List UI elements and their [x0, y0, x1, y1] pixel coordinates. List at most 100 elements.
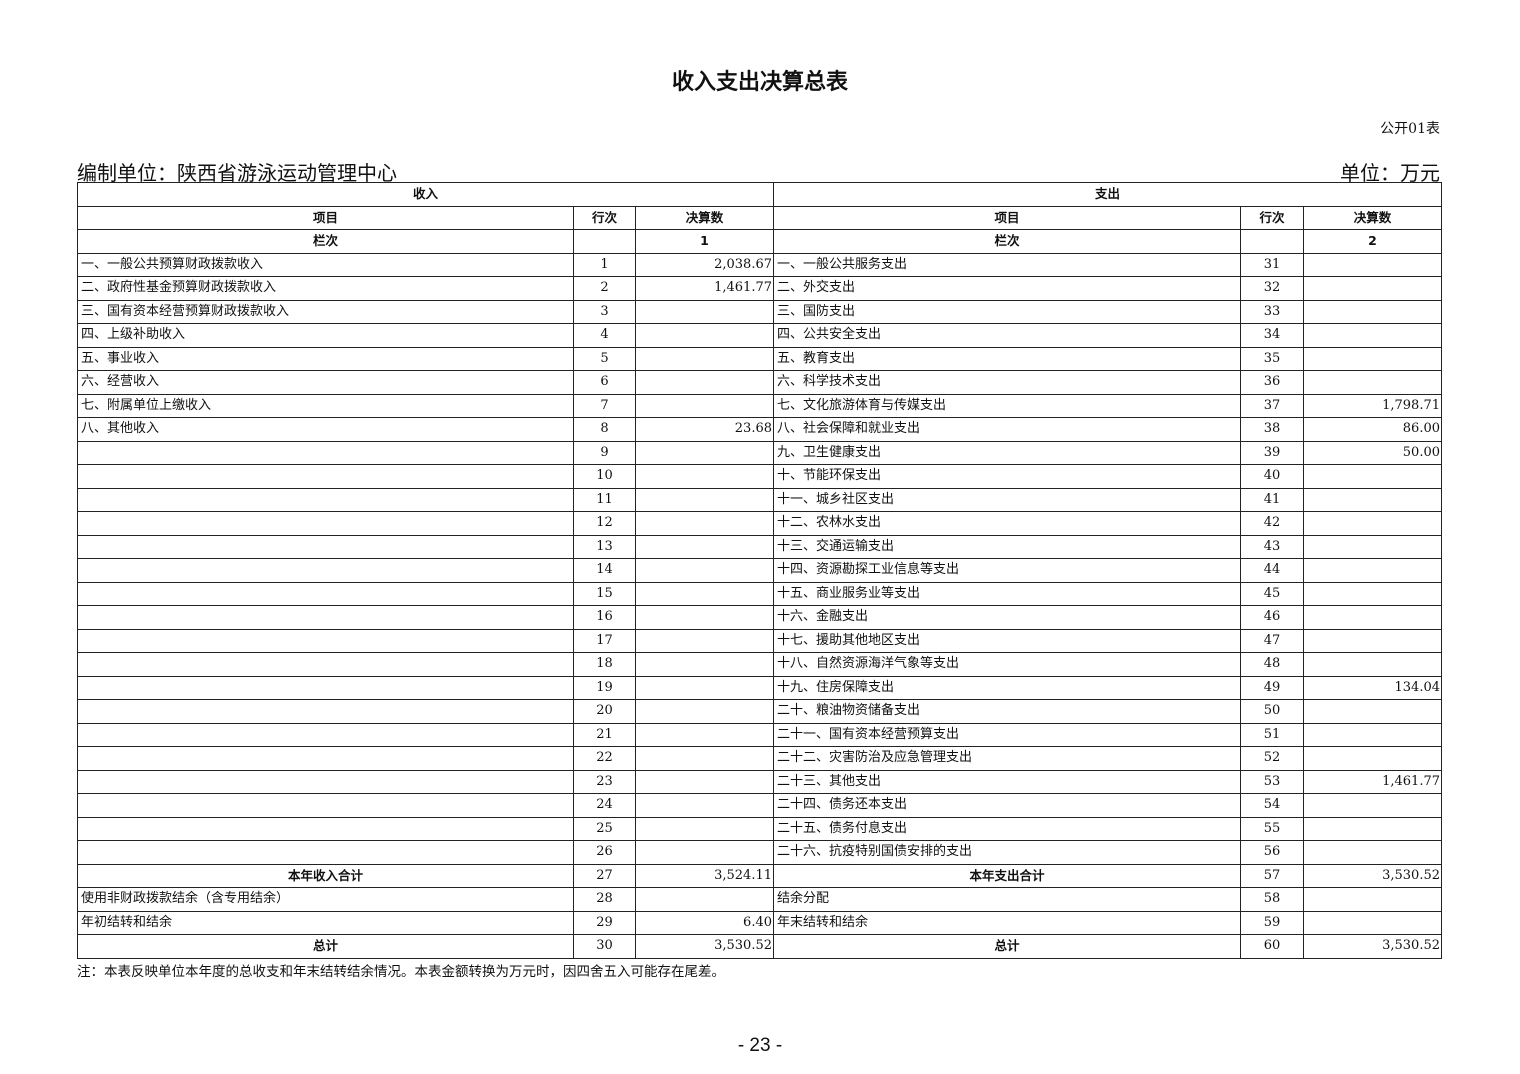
empty-cell [1240, 229, 1304, 254]
income-row-number: 12 [573, 511, 636, 536]
expense-row-number: 36 [1240, 370, 1304, 395]
income-item [77, 746, 574, 771]
expense-amount [1303, 628, 1442, 653]
expense-row-number: 40 [1240, 464, 1304, 489]
table-row: 22 二十二、灾害防治及应急管理支出 52 [77, 746, 1442, 771]
income-amount: 23.68 [635, 417, 774, 442]
income-row-number: 13 [573, 534, 636, 559]
expense-item: 十六、金融支出 [773, 605, 1241, 630]
income-row-number: 29 [573, 910, 636, 935]
income-item [77, 628, 574, 653]
income-row-number: 30 [573, 934, 636, 959]
income-amount: 3,530.52 [635, 934, 774, 959]
expense-item: 十五、商业服务业等支出 [773, 581, 1241, 606]
table-row: 10 十、节能环保支出 40 [77, 464, 1442, 489]
expense-item: 十三、交通运输支出 [773, 534, 1241, 559]
income-row-number: 27 [573, 863, 636, 888]
income-item [77, 840, 574, 865]
income-amount [635, 746, 774, 771]
footnote: 注：本表反映单位本年度的总收支和年末结转结余情况。本表金额转换为万元时，因四舍五… [77, 964, 725, 980]
income-row-number: 19 [573, 675, 636, 700]
income-row-number: 4 [573, 323, 636, 348]
income-amount [635, 558, 774, 583]
income-row-number: 11 [573, 487, 636, 512]
expense-row-number: 38 [1240, 417, 1304, 442]
income-item: 年初结转和结余 [77, 910, 574, 935]
income-item [77, 511, 574, 536]
income-amount [635, 299, 774, 324]
table-row: 11 十一、城乡社区支出 41 [77, 487, 1442, 512]
expense-amount [1303, 746, 1442, 771]
income-amount [635, 511, 774, 536]
expense-row-number: 37 [1240, 393, 1304, 418]
income-row-number: 2 [573, 276, 636, 301]
income-amount [635, 699, 774, 724]
table-row: 使用非财政拨款结余（含专用结余） 28 结余分配 58 [77, 887, 1442, 912]
income-amount: 3,524.11 [635, 863, 774, 888]
income-amount: 6.40 [635, 910, 774, 935]
expense-amount-header: 决算数 [1303, 205, 1442, 230]
table-code: 公开01表 [1380, 121, 1440, 137]
income-row-number: 17 [573, 628, 636, 653]
income-item [77, 581, 574, 606]
income-item: 总计 [77, 934, 574, 959]
expense-amount: 86.00 [1303, 417, 1442, 442]
income-item: 四、上级补助收入 [77, 323, 574, 348]
income-amount [635, 440, 774, 465]
income-item: 使用非财政拨款结余（含专用结余） [77, 887, 574, 912]
income-item [77, 793, 574, 818]
income-amount [635, 323, 774, 348]
income-item [77, 675, 574, 700]
page-number: - 23 - [737, 1035, 783, 1056]
expense-amount [1303, 558, 1442, 583]
income-amount [635, 816, 774, 841]
income-amount [635, 393, 774, 418]
table-row: 13 十三、交通运输支出 43 [77, 534, 1442, 559]
expense-item: 十一、城乡社区支出 [773, 487, 1241, 512]
income-amount [635, 581, 774, 606]
expense-item: 二十四、债务还本支出 [773, 793, 1241, 818]
income-column-number: 1 [635, 229, 774, 254]
expense-column-label: 栏次 [773, 229, 1241, 254]
expense-row-number: 48 [1240, 652, 1304, 677]
expense-row-number: 45 [1240, 581, 1304, 606]
income-item: 八、其他收入 [77, 417, 574, 442]
expense-amount [1303, 487, 1442, 512]
expense-item: 三、国防支出 [773, 299, 1241, 324]
table-row: 9 九、卫生健康支出 39 50.00 [77, 440, 1442, 465]
expense-item: 四、公共安全支出 [773, 323, 1241, 348]
expense-amount [1303, 652, 1442, 677]
expense-item: 十四、资源勘探工业信息等支出 [773, 558, 1241, 583]
income-item: 二、政府性基金预算财政拨款收入 [77, 276, 574, 301]
table-row: 15 十五、商业服务业等支出 45 [77, 581, 1442, 606]
table-row: 二、政府性基金预算财政拨款收入 2 1,461.77 二、外交支出 32 [77, 276, 1442, 301]
expense-item-header: 项目 [773, 205, 1241, 230]
income-item [77, 487, 574, 512]
table-row: 21 二十一、国有资本经营预算支出 51 [77, 722, 1442, 747]
income-row-number: 26 [573, 840, 636, 865]
expense-rowno-header: 行次 [1240, 205, 1304, 230]
expense-row-number: 33 [1240, 299, 1304, 324]
expense-item: 十、节能环保支出 [773, 464, 1241, 489]
income-item: 七、附属单位上缴收入 [77, 393, 574, 418]
expense-item: 二十、粮油物资储备支出 [773, 699, 1241, 724]
expense-item: 十九、住房保障支出 [773, 675, 1241, 700]
expense-amount [1303, 581, 1442, 606]
header-row-column-numbers: 栏次 1 栏次 2 [77, 229, 1442, 254]
table-row: 六、经营收入 6 六、科学技术支出 36 [77, 370, 1442, 395]
income-row-number: 14 [573, 558, 636, 583]
income-row-number: 7 [573, 393, 636, 418]
table-row: 17 十七、援助其他地区支出 47 [77, 628, 1442, 653]
income-row-number: 18 [573, 652, 636, 677]
income-amount: 2,038.67 [635, 252, 774, 277]
table-row: 16 十六、金融支出 46 [77, 605, 1442, 630]
expense-amount [1303, 323, 1442, 348]
expense-amount: 1,798.71 [1303, 393, 1442, 418]
expense-row-number: 41 [1240, 487, 1304, 512]
expense-amount [1303, 299, 1442, 324]
table-row: 八、其他收入 8 23.68 八、社会保障和就业支出 38 86.00 [77, 417, 1442, 442]
income-rowno-header: 行次 [573, 205, 636, 230]
table-row: 七、附属单位上缴收入 7 七、文化旅游体育与传媒支出 37 1,798.71 [77, 393, 1442, 418]
expense-item: 十八、自然资源海洋气象等支出 [773, 652, 1241, 677]
expense-row-number: 46 [1240, 605, 1304, 630]
